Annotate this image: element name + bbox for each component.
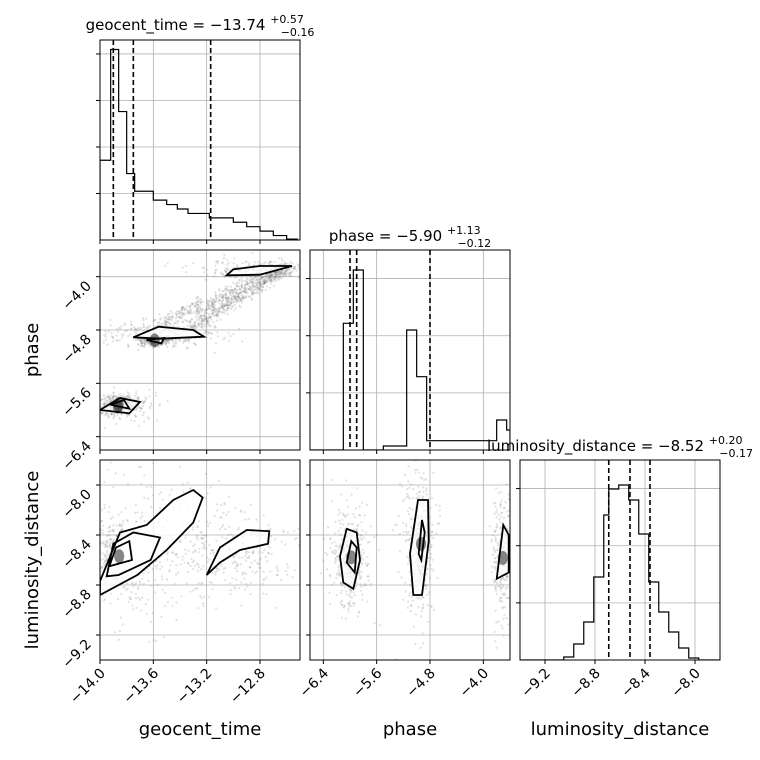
histogram-geocent_time bbox=[100, 48, 298, 240]
x-tick-label-geocent_time: −12.8 bbox=[227, 666, 269, 708]
title-phase: phase = −5.90 +1.13 −0.12 bbox=[329, 220, 491, 250]
x-axis-label-luminosity-distance: luminosity_distance bbox=[531, 719, 710, 740]
x-axis-label-geocent-time: geocent_time bbox=[139, 719, 262, 740]
sample-points bbox=[100, 251, 300, 430]
panel-frame bbox=[99, 39, 301, 241]
x-tick-label-luminosity_distance: −8.4 bbox=[618, 665, 653, 700]
y-tick-label-luminosity_distance: −9.2 bbox=[59, 637, 94, 672]
y-tick-label-phase: −4.8 bbox=[59, 332, 94, 367]
density-panel-geocent_time-vs-luminosity_distance bbox=[96, 459, 301, 664]
x-tick-label-luminosity_distance: −8.8 bbox=[568, 666, 603, 701]
y-axis-label-luminosity-distance: luminosity_distance bbox=[22, 471, 43, 650]
panel-frame bbox=[99, 249, 301, 451]
contour-0 bbox=[339, 527, 361, 591]
x-tick-label-phase: −4.8 bbox=[403, 666, 438, 701]
panel-frame bbox=[309, 249, 511, 451]
x-tick-label-phase: −5.6 bbox=[350, 665, 385, 700]
contour-0 bbox=[224, 265, 293, 277]
contour-0 bbox=[100, 488, 204, 597]
histogram-phase bbox=[310, 269, 510, 450]
histogram-panel-geocent_time bbox=[96, 39, 301, 244]
title-geocent-time: geocent_time = −13.74 +0.57 −0.16 bbox=[86, 9, 315, 39]
x-axis-label-phase: phase bbox=[383, 719, 437, 740]
y-tick-label-phase: −5.6 bbox=[59, 385, 94, 420]
x-tick-label-phase: −4.0 bbox=[457, 666, 492, 701]
contour-2 bbox=[409, 499, 430, 596]
histogram-panel-luminosity_distance bbox=[516, 459, 721, 664]
contour-4 bbox=[107, 398, 132, 411]
histogram-panel-phase bbox=[306, 249, 511, 454]
x-tick-label-luminosity_distance: −9.2 bbox=[518, 666, 553, 701]
contour-1 bbox=[345, 539, 358, 575]
density-panel-phase-vs-luminosity_distance bbox=[306, 459, 511, 664]
x-tick-label-phase: −6.4 bbox=[297, 665, 332, 700]
panel-frame bbox=[519, 459, 721, 661]
contour-3 bbox=[205, 529, 271, 576]
x-tick-label-geocent_time: −13.2 bbox=[174, 666, 216, 708]
y-tick-label-luminosity_distance: −8.0 bbox=[59, 487, 94, 522]
contour-4 bbox=[495, 522, 510, 581]
y-tick-label-luminosity_distance: −8.4 bbox=[59, 536, 94, 571]
contour-1 bbox=[105, 531, 162, 578]
y-tick-label-phase: −4.0 bbox=[59, 278, 94, 313]
contour-2 bbox=[146, 336, 166, 345]
y-tick-label-luminosity_distance: −8.8 bbox=[59, 587, 94, 622]
panel-frame bbox=[99, 459, 301, 661]
title-luminosity-distance: luminosity_distance = −8.52 +0.20 −0.17 bbox=[487, 430, 753, 460]
contour-3 bbox=[100, 397, 142, 415]
x-tick-label-geocent_time: −13.6 bbox=[121, 665, 163, 707]
y-axis-label-phase: phase bbox=[22, 323, 43, 377]
y-tick-label-phase: −6.4 bbox=[59, 438, 94, 473]
density-panel-geocent_time-vs-phase bbox=[96, 249, 301, 454]
contour-2 bbox=[107, 539, 134, 568]
x-tick-label-luminosity_distance: −8.0 bbox=[668, 666, 703, 701]
contour-3 bbox=[417, 519, 426, 564]
x-tick-label-geocent_time: −14.0 bbox=[67, 666, 109, 708]
panel-frame bbox=[309, 459, 511, 661]
histogram-luminosity_distance bbox=[520, 484, 720, 660]
